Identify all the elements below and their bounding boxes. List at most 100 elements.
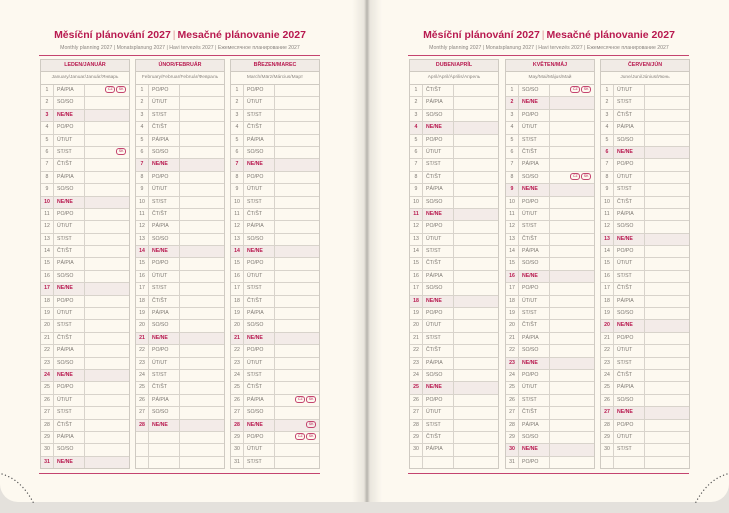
day-row[interactable]: 1 ÚT/UT bbox=[601, 85, 689, 98]
day-row[interactable]: 30 PÁ/PIA bbox=[410, 444, 498, 457]
day-row[interactable]: 27 SO/SO bbox=[136, 407, 224, 420]
day-row[interactable]: 19 SO/SO bbox=[601, 308, 689, 321]
day-row[interactable]: 8 PO/PO bbox=[136, 171, 224, 185]
day-row[interactable]: 12 ÚT/UT bbox=[41, 221, 129, 234]
day-row[interactable]: 24 NE/NE bbox=[41, 369, 129, 383]
day-row[interactable]: 13 ČT/ŠT bbox=[506, 233, 594, 247]
day-row[interactable]: 6 SO/SO bbox=[136, 146, 224, 160]
day-row[interactable]: 17 NE/NE bbox=[41, 283, 129, 296]
day-row[interactable]: 22 ÚT/UT bbox=[601, 345, 689, 358]
day-row[interactable]: 26 ÚT/UT bbox=[41, 394, 129, 408]
day-row[interactable]: 9 SO/SO bbox=[41, 184, 129, 197]
day-row[interactable]: 13 ÚT/UT bbox=[410, 233, 498, 247]
day-row[interactable]: 5 SO/SO bbox=[601, 134, 689, 147]
day-row[interactable]: 10 PO/PO bbox=[506, 196, 594, 209]
day-row[interactable]: 26 PO/PO bbox=[410, 394, 498, 408]
day-row[interactable]: 23 SO/SO bbox=[41, 357, 129, 370]
day-row[interactable]: 30 NE/NE bbox=[506, 444, 594, 457]
day-row[interactable]: 1 PO/PO bbox=[136, 85, 224, 98]
day-row[interactable]: 18 PO/PO bbox=[41, 295, 129, 309]
day-row[interactable]: 4 PO/PO bbox=[41, 122, 129, 135]
day-row[interactable]: 28 NE/NE SK bbox=[231, 419, 319, 432]
day-row[interactable]: 15 PO/PO bbox=[136, 258, 224, 271]
day-row[interactable]: 3 PO/PO bbox=[506, 109, 594, 123]
day-row[interactable]: 24 PO/PO bbox=[506, 369, 594, 383]
day-row[interactable]: 24 ST/ST bbox=[231, 369, 319, 383]
day-row[interactable]: 28 ČT/ŠT bbox=[41, 419, 129, 432]
day-row[interactable]: 5 PO/PO bbox=[410, 134, 498, 147]
day-row[interactable]: 4 ČT/ŠT bbox=[231, 122, 319, 135]
day-row[interactable]: 6 ST/ST SK bbox=[41, 146, 129, 160]
day-row[interactable]: 25 PO/PO bbox=[41, 382, 129, 395]
day-row[interactable]: 2 ÚT/UT bbox=[136, 97, 224, 110]
day-row[interactable]: 25 ČT/ŠT bbox=[231, 382, 319, 395]
day-row[interactable]: 6 ČT/ŠT bbox=[506, 146, 594, 160]
day-row[interactable]: 4 NE/NE bbox=[410, 122, 498, 135]
day-row[interactable]: 28 ST/ST bbox=[410, 419, 498, 432]
day-row[interactable]: 11 ÚT/UT bbox=[506, 208, 594, 222]
day-row[interactable]: 2 ST/ST bbox=[601, 97, 689, 110]
day-row[interactable]: 25 NE/NE bbox=[410, 382, 498, 395]
day-row[interactable]: 20 ÚT/UT bbox=[410, 320, 498, 333]
day-row[interactable]: 29 PÁ/PIA bbox=[41, 431, 129, 445]
day-row[interactable]: 11 PÁ/PIA bbox=[601, 208, 689, 222]
day-row[interactable]: 7 NE/NE bbox=[136, 159, 224, 172]
day-row[interactable]: 11 PO/PO bbox=[41, 208, 129, 222]
day-row[interactable]: 4 ÚT/UT bbox=[506, 122, 594, 135]
day-row[interactable]: 3 SO/SO bbox=[410, 109, 498, 123]
day-row[interactable]: 11 NE/NE bbox=[410, 208, 498, 222]
day-row[interactable]: 21 ST/ST bbox=[410, 332, 498, 346]
day-row[interactable]: 8 ÚT/UT bbox=[601, 171, 689, 185]
day-row[interactable]: 27 ST/ST bbox=[41, 407, 129, 420]
day-row[interactable]: 21 NE/NE bbox=[136, 332, 224, 346]
day-row[interactable]: 5 PÁ/PIA bbox=[136, 134, 224, 147]
day-row[interactable]: 8 ČT/ŠT bbox=[410, 171, 498, 185]
day-row[interactable]: 19 ÚT/UT bbox=[41, 308, 129, 321]
day-row[interactable]: 15 ČT/ŠT bbox=[410, 258, 498, 271]
day-row[interactable]: 14 PÁ/PIA bbox=[506, 246, 594, 259]
day-row[interactable]: 24 SO/SO bbox=[410, 369, 498, 383]
day-row[interactable]: 23 PÁ/PIA bbox=[410, 357, 498, 370]
day-row[interactable]: 2 ÚT/UT bbox=[231, 97, 319, 110]
day-row[interactable]: 6 ÚT/UT bbox=[410, 146, 498, 160]
day-row[interactable]: 17 ST/ST bbox=[136, 283, 224, 296]
day-row[interactable]: 25 ČT/ŠT bbox=[136, 382, 224, 395]
day-row[interactable]: 22 PO/PO bbox=[231, 345, 319, 358]
day-row[interactable]: 10 ST/ST bbox=[231, 196, 319, 209]
day-row[interactable]: 12 PÁ/PIA bbox=[136, 221, 224, 234]
day-row[interactable]: 2 SO/SO bbox=[41, 97, 129, 110]
day-row[interactable]: 6 NE/NE bbox=[601, 146, 689, 160]
day-row[interactable]: 16 ST/ST bbox=[601, 270, 689, 284]
day-row[interactable]: 21 ČT/ŠT bbox=[41, 332, 129, 346]
day-row[interactable]: 29 ČT/ŠT bbox=[410, 431, 498, 445]
day-row[interactable]: 31 ST/ST bbox=[231, 456, 319, 469]
day-row[interactable]: 10 ST/ST bbox=[136, 196, 224, 209]
day-row[interactable]: 28 PÁ/PIA bbox=[506, 419, 594, 432]
day-row[interactable]: 13 ST/ST bbox=[41, 233, 129, 247]
day-row[interactable]: 11 ČT/ŠT bbox=[136, 208, 224, 222]
day-row[interactable]: 13 NE/NE bbox=[601, 233, 689, 247]
day-row[interactable]: 11 ČT/ŠT bbox=[231, 208, 319, 222]
day-row[interactable]: 17 PO/PO bbox=[506, 283, 594, 296]
day-row[interactable]: 3 ST/ST bbox=[136, 109, 224, 123]
day-row[interactable]: 8 PO/PO bbox=[231, 171, 319, 185]
day-row[interactable]: 9 ÚT/UT bbox=[231, 184, 319, 197]
day-row[interactable]: 4 ČT/ŠT bbox=[136, 122, 224, 135]
day-row[interactable]: 15 PO/PO bbox=[231, 258, 319, 271]
day-row[interactable]: 15 SO/SO bbox=[506, 258, 594, 271]
day-row[interactable]: 23 ÚT/UT bbox=[231, 357, 319, 370]
day-row[interactable]: 7 ST/ST bbox=[410, 159, 498, 172]
day-row[interactable]: 12 ST/ST bbox=[506, 221, 594, 234]
day-row[interactable]: 22 PÁ/PIA bbox=[41, 345, 129, 358]
day-row[interactable]: 12 SO/SO bbox=[601, 221, 689, 234]
day-row[interactable]: 7 PÁ/PIA bbox=[506, 159, 594, 172]
day-row[interactable]: 16 SO/SO bbox=[41, 270, 129, 284]
day-row[interactable]: 4 PÁ/PIA bbox=[601, 122, 689, 135]
day-row[interactable]: 21 NE/NE bbox=[231, 332, 319, 346]
day-row[interactable]: 16 PÁ/PIA bbox=[410, 270, 498, 284]
day-row[interactable] bbox=[410, 456, 498, 469]
day-row[interactable]: 12 PÁ/PIA bbox=[231, 221, 319, 234]
day-row[interactable]: 10 SO/SO bbox=[410, 196, 498, 209]
day-row[interactable]: 29 SO/SO bbox=[506, 431, 594, 445]
day-row[interactable]: 19 ST/ST bbox=[506, 308, 594, 321]
